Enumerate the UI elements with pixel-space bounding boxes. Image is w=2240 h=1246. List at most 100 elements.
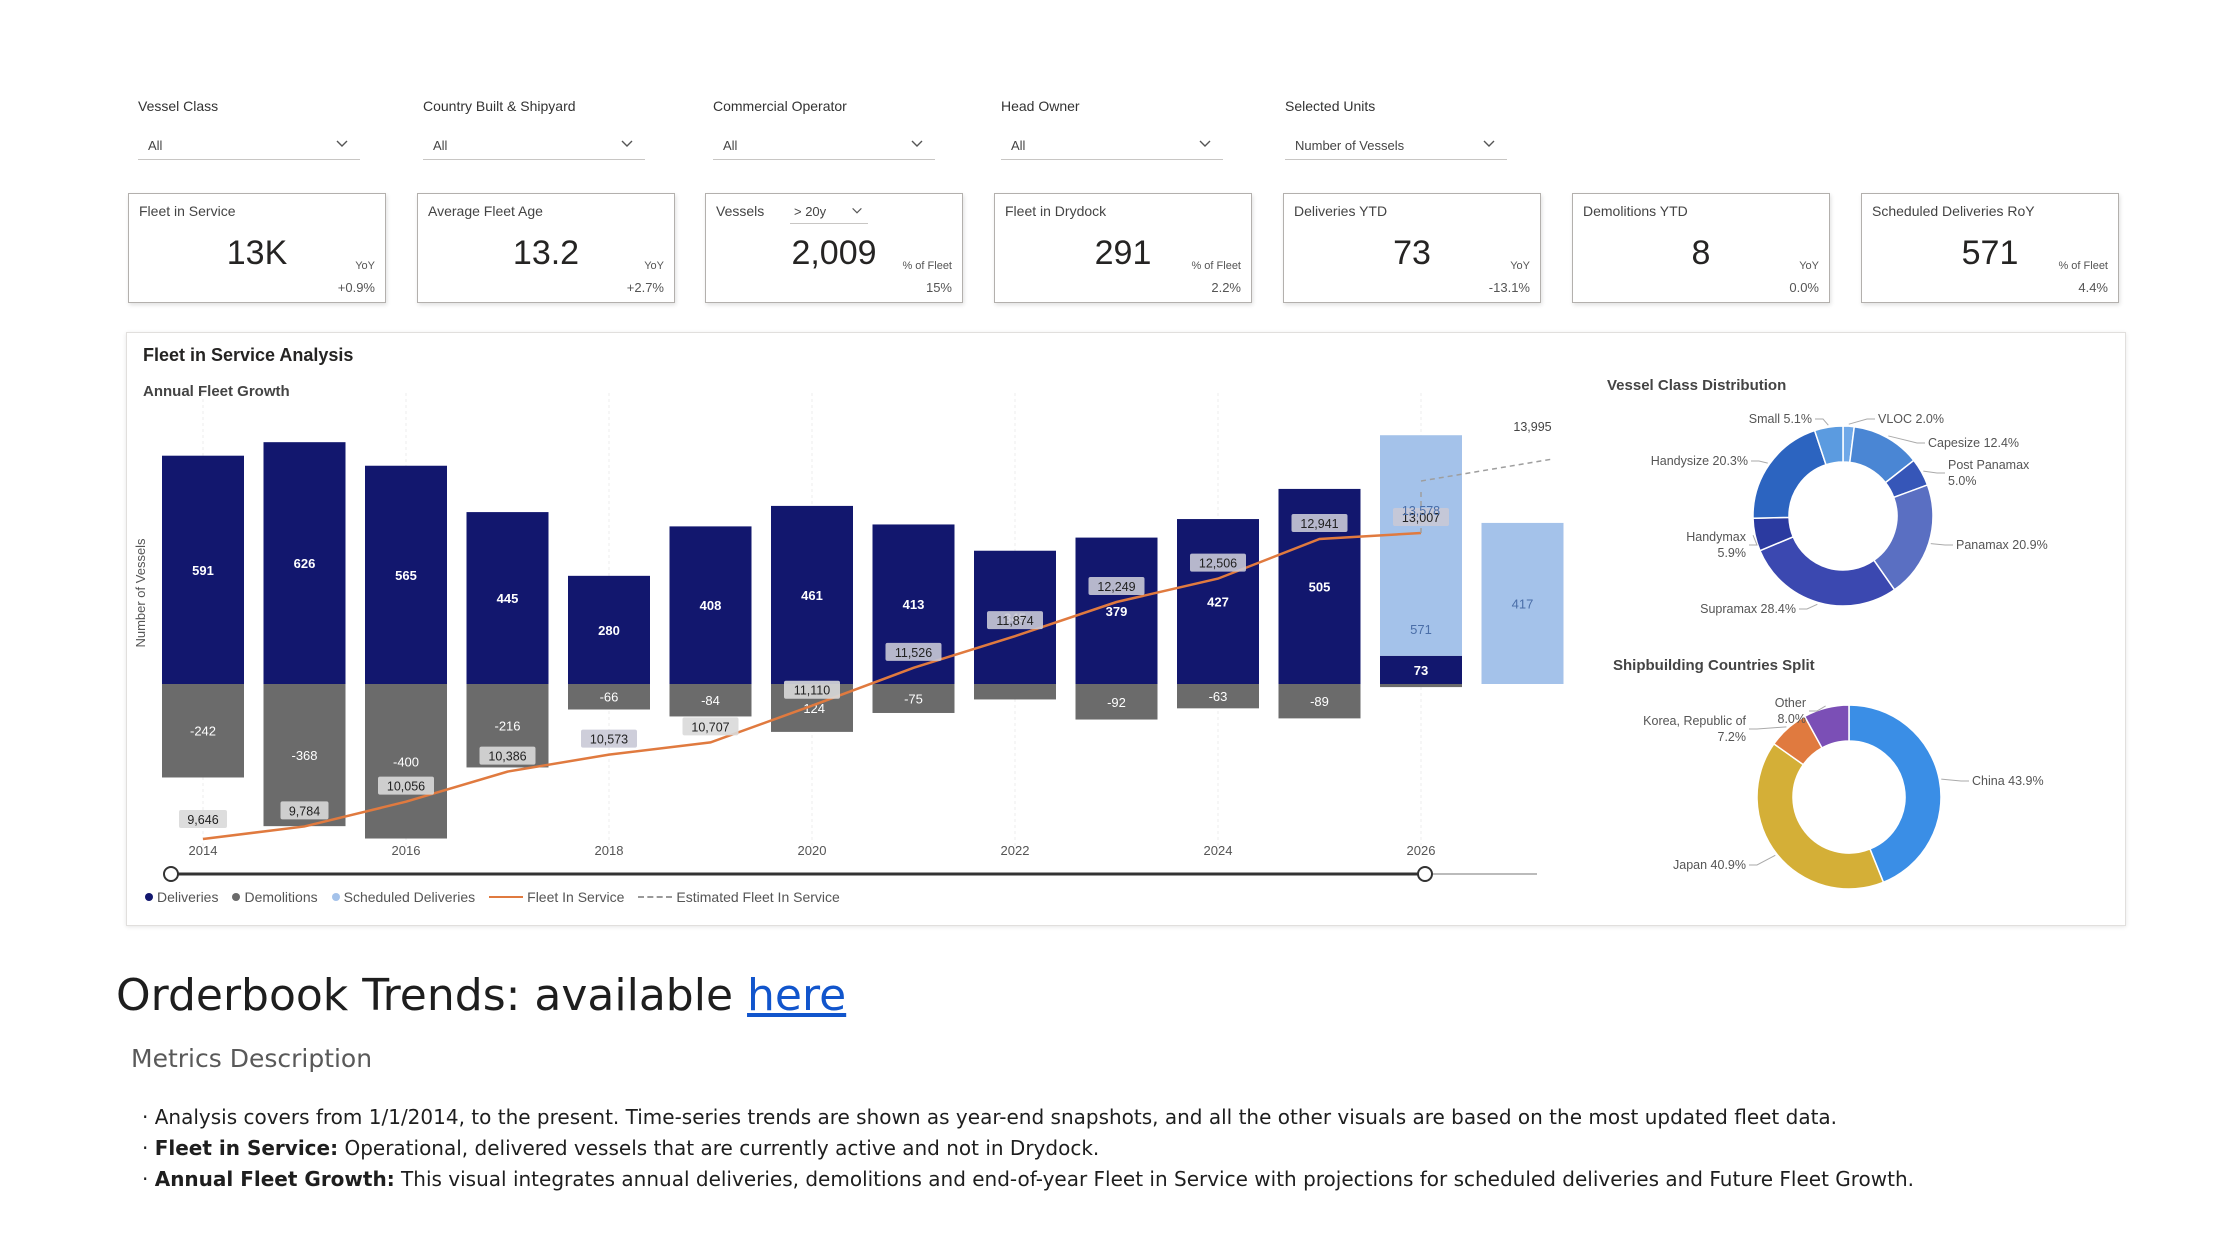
- deliveries-label: 565: [395, 568, 417, 583]
- kpi-card-average-fleet-age: Average Fleet Age 13.2 YoY +2.7%: [417, 193, 675, 303]
- vessel-class-label: Handymax: [1686, 530, 1746, 544]
- legend-swatch: [489, 896, 524, 898]
- vessel-age-dropdown[interactable]: > 20y: [790, 200, 868, 224]
- kpi-sub-label: YoY: [355, 260, 375, 272]
- scheduled-deliveries-bar: [1481, 522, 1564, 684]
- x-tick-label: 2024: [1204, 843, 1233, 858]
- fleet-label-bg: [1393, 508, 1449, 526]
- fleet-in-service-line: [202, 531, 1422, 841]
- chevron-down-icon: [336, 140, 348, 147]
- dropdown-value: All: [1011, 138, 1026, 153]
- kpi-value: 13.2: [512, 234, 580, 272]
- vessel-class-leader-line: [1751, 460, 1768, 464]
- demolitions-bar: [365, 684, 447, 839]
- demolitions-bar: [1380, 684, 1462, 688]
- fleet-in-service-label: 12,941: [1300, 517, 1338, 531]
- vessel-class-label: Post Panamax: [1948, 458, 2030, 472]
- chevron-down-icon: [1483, 140, 1495, 147]
- selected-units-dropdown[interactable]: Number of Vessels: [1285, 130, 1507, 160]
- estimated-fleet-label: 13,578: [1402, 504, 1440, 518]
- legend-deliveries[interactable]: Deliveries: [145, 889, 218, 905]
- bullet-term: Annual Fleet Growth:: [154, 1167, 395, 1191]
- kpi-sub-value: 0.0%: [1789, 280, 1819, 295]
- kpi-card-scheduled-deliveries-roy: Scheduled Deliveries RoY 571 % of Fleet …: [1861, 193, 2119, 303]
- bullet-annual-fleet-growth: Annual Fleet Growth: This visual integra…: [142, 1164, 1914, 1195]
- deliveries-label: 427: [1207, 595, 1229, 610]
- vessel-class-slice: [1752, 429, 1827, 520]
- estimated-fleet-label: 13,995: [1513, 420, 1551, 434]
- filter-commercial-operator: Commercial Operator All: [713, 98, 935, 160]
- kpi-title: Scheduled Deliveries RoY: [1872, 203, 2035, 219]
- legend-swatch: [145, 893, 153, 901]
- head-owner-dropdown[interactable]: All: [1001, 130, 1223, 160]
- filter-label: Head Owner: [1001, 98, 1080, 114]
- dropdown-value: All: [723, 138, 738, 153]
- country-built-dropdown[interactable]: All: [423, 130, 645, 160]
- demolitions-bar: [568, 684, 650, 710]
- annual-fleet-growth-chart[interactable]: Number of Vessels 591 -242 626 -368 565 -400 44…: [127, 333, 2127, 927]
- shipbuilding-countries-label: Other: [1775, 696, 1806, 710]
- deliveries-label: 413: [903, 597, 925, 612]
- legend-estimated-fleet[interactable]: Estimated Fleet In Service: [638, 889, 840, 905]
- filter-label: Vessel Class: [138, 98, 219, 114]
- legend-demolitions[interactable]: Demolitions: [232, 889, 318, 905]
- range-slider-start-handle[interactable]: [163, 866, 179, 882]
- filter-country-built: Country Built & Shipyard All: [423, 98, 645, 160]
- shipbuilding-countries-label: Japan 40.9%: [1673, 858, 1746, 872]
- kpi-card-demolitions-ytd: Demolitions YTD 8 YoY 0.0%: [1572, 193, 1830, 303]
- vessel-class-label: 5.9%: [1718, 546, 1747, 560]
- orderbook-text: Orderbook Trends: available: [116, 970, 748, 1021]
- kpi-value: 73: [1393, 234, 1431, 272]
- vessel-class-leader-line: [1799, 603, 1818, 610]
- deliveries-bar: [669, 526, 752, 684]
- kpi-title: Deliveries YTD: [1294, 203, 1388, 219]
- shipbuilding-countries-title: Shipbuilding Countries Split: [1613, 657, 1815, 674]
- bullet-text: Operational, delivered vessels that are …: [338, 1136, 1100, 1160]
- chevron-down-icon: [852, 207, 862, 214]
- vessel-class-leader-line: [1848, 418, 1875, 425]
- kpi-card-fleet-in-service: Fleet in Service 13K YoY +0.9%: [128, 193, 386, 303]
- shipbuilding-countries-label: 8.0%: [1778, 712, 1807, 726]
- scheduled-deliveries-bar: [1380, 435, 1462, 656]
- chevron-down-icon: [621, 140, 633, 147]
- fleet-label-bg: [987, 611, 1043, 630]
- deliveries-bar: [466, 512, 549, 684]
- fleet-in-service-label: 13,007: [1402, 511, 1440, 525]
- x-tick-label: 2022: [1001, 843, 1030, 858]
- deliveries-bar: [771, 505, 853, 684]
- kpi-card-vessels-age: Vessels > 20y 2,009 % of Fleet 15%: [705, 193, 963, 303]
- dropdown-value: All: [433, 138, 448, 153]
- range-slider-end-handle[interactable]: [1417, 866, 1433, 882]
- chart-title: Annual Fleet Growth: [143, 383, 290, 400]
- fleet-label-bg: [280, 801, 329, 820]
- commercial-operator-dropdown[interactable]: All: [713, 130, 935, 160]
- kpi-title: Fleet in Drydock: [1005, 203, 1107, 219]
- deliveries-label: 461: [801, 588, 823, 603]
- orderbook-link[interactable]: here: [747, 970, 847, 1021]
- kpi-sub-label: % of Fleet: [2058, 260, 2108, 272]
- fleet-label-bg: [1190, 553, 1246, 572]
- vessel-class-label: VLOC 2.0%: [1878, 412, 1944, 426]
- fleet-in-service-label: 10,573: [590, 733, 628, 747]
- kpi-sub-value: +2.7%: [626, 280, 664, 295]
- shipbuilding-countries-label: 7.2%: [1718, 730, 1747, 744]
- fleet-in-service-label: 11,874: [996, 614, 1033, 628]
- y-axis-label: Number of Vessels: [133, 538, 148, 648]
- vessel-class-slice: [1758, 535, 1896, 607]
- legend-scheduled-deliveries[interactable]: Scheduled Deliveries: [331, 889, 475, 905]
- legend-label: Demolitions: [244, 889, 318, 905]
- vessel-class-leader-line: [1815, 418, 1829, 426]
- legend-fleet-in-service[interactable]: Fleet In Service: [489, 889, 624, 905]
- kpi-value: 8: [1691, 234, 1711, 272]
- deliveries-label: 408: [700, 598, 722, 613]
- bullet-text: This visual integrates annual deliveries…: [394, 1167, 1915, 1191]
- fleet-label-bg: [479, 746, 536, 765]
- chevron-down-icon: [911, 140, 923, 147]
- panel-title: Fleet in Service Analysis: [143, 345, 354, 365]
- vessel-class-leader-line: [1888, 435, 1925, 444]
- deliveries-label: 379: [1106, 604, 1128, 619]
- kpi-sub-label: YoY: [1799, 260, 1819, 272]
- vessel-class-dropdown[interactable]: All: [138, 130, 360, 160]
- chart-legend: Deliveries Demolitions Scheduled Deliver…: [145, 889, 840, 905]
- fleet-in-service-label: 10,386: [488, 750, 526, 764]
